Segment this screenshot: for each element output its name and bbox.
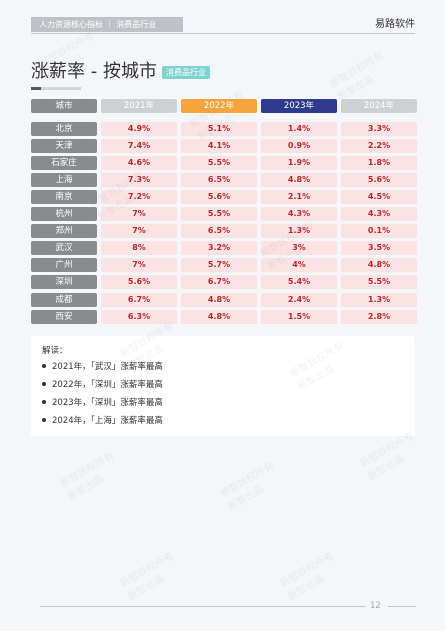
table-cell-rate: 5.5% xyxy=(181,207,257,221)
table-cell-rate: 4.3% xyxy=(341,207,417,221)
table-cell-rate: 3.2% xyxy=(181,241,257,255)
page-number: 12 xyxy=(370,601,381,611)
column-header-year: 2021年 xyxy=(101,99,177,113)
watermark-stamp: 新智妖权所有 新智出品 xyxy=(327,47,394,103)
table-cell-rate: 4.8% xyxy=(181,310,257,324)
table-cell-rate: 6.7% xyxy=(101,293,177,307)
table-row-city: 西安 xyxy=(31,310,97,324)
interpretation-title: 解读： xyxy=(42,346,68,356)
brand-name: 易路软件 xyxy=(375,19,415,30)
table-row-city: 杭州 xyxy=(31,207,97,221)
table-cell-rate: 4.8% xyxy=(261,173,337,187)
interpretation-text: 2024年，「上海」涨薪率最高 xyxy=(52,416,163,426)
title-underline xyxy=(31,87,81,90)
bullet-icon xyxy=(42,381,46,386)
table-cell-rate: 7% xyxy=(101,258,177,272)
table-cell-rate: 0.9% xyxy=(261,139,337,153)
table-row-city: 深圳 xyxy=(31,275,97,289)
interpretation-item: 2021年，「武汉」涨薪率最高 xyxy=(42,360,163,374)
interpretation-text: 2023年，「深圳」涨薪率最高 xyxy=(52,398,163,408)
table-cell-rate: 5.5% xyxy=(181,156,257,170)
industry-badge: 消费品行业 xyxy=(162,66,210,79)
table-cell-rate: 2.1% xyxy=(261,190,337,204)
table-cell-rate: 1.8% xyxy=(341,156,417,170)
table-row-city: 成都 xyxy=(31,293,97,307)
table-cell-rate: 6.5% xyxy=(181,173,257,187)
table-cell-rate: 3.5% xyxy=(341,241,417,255)
table-row-city: 广州 xyxy=(31,258,97,272)
table-cell-rate: 7% xyxy=(101,224,177,238)
table-cell-rate: 1.3% xyxy=(261,224,337,238)
table-cell-rate: 4.8% xyxy=(181,293,257,307)
footer-divider-left xyxy=(40,606,366,607)
table-cell-rate: 7.2% xyxy=(101,190,177,204)
column-header-year: 2024年 xyxy=(341,99,417,113)
table-cell-rate: 7% xyxy=(101,207,177,221)
watermark-stamp: 新智妖权所有 新智出品 xyxy=(217,457,284,513)
table-row-city: 石家庄 xyxy=(31,156,97,170)
table-cell-rate: 6.3% xyxy=(101,310,177,324)
table-row-city: 武汉 xyxy=(31,241,97,255)
table-cell-rate: 4% xyxy=(261,258,337,272)
table-cell-rate: 8% xyxy=(101,241,177,255)
column-header-year: 2023年 xyxy=(261,99,337,113)
table-row-city: 郑州 xyxy=(31,224,97,238)
table-cell-rate: 5.6% xyxy=(181,190,257,204)
table-cell-rate: 5.1% xyxy=(181,122,257,136)
table-cell-rate: 4.3% xyxy=(261,207,337,221)
table-cell-rate: 5.4% xyxy=(261,275,337,289)
header-divider xyxy=(31,33,415,34)
interpretation-text: 2022年，「深圳」涨薪率最高 xyxy=(52,380,163,390)
table-cell-rate: 2.4% xyxy=(261,293,337,307)
table-cell-rate: 5.6% xyxy=(101,275,177,289)
column-header-city: 城市 xyxy=(31,99,97,113)
table-cell-rate: 3.3% xyxy=(341,122,417,136)
table-cell-rate: 7.3% xyxy=(101,173,177,187)
table-cell-rate: 1.3% xyxy=(341,293,417,307)
bullet-icon xyxy=(42,399,46,404)
table-cell-rate: 0.1% xyxy=(341,224,417,238)
title-underline-accent xyxy=(31,87,41,90)
table-row-city: 上海 xyxy=(31,173,97,187)
table-cell-rate: 1.5% xyxy=(261,310,337,324)
page-title: 涨薪率 - 按城市 xyxy=(31,61,157,82)
table-cell-rate: 4.6% xyxy=(101,156,177,170)
column-header-year: 2022年 xyxy=(181,99,257,113)
table-cell-rate: 4.8% xyxy=(341,258,417,272)
interpretation-panel: 解读： 2021年，「武汉」涨薪率最高 2022年，「深圳」涨薪率最高 2023年，… xyxy=(31,336,415,436)
table-cell-rate: 6.5% xyxy=(181,224,257,238)
interpretation-item: 2023年，「深圳」涨薪率最高 xyxy=(42,396,163,410)
bullet-icon xyxy=(42,417,46,422)
interpretation-text: 2021年，「武汉」涨薪率最高 xyxy=(52,362,163,372)
interpretation-item: 2024年，「上海」涨薪率最高 xyxy=(42,414,163,428)
table-cell-rate: 5.7% xyxy=(181,258,257,272)
table-cell-rate: 2.2% xyxy=(341,139,417,153)
table-cell-rate: 6.7% xyxy=(181,275,257,289)
header-category-tag: 人力资源核心指标 ｜ 消费品行业 xyxy=(31,17,183,32)
table-cell-rate: 1.9% xyxy=(261,156,337,170)
table-cell-rate: 7.4% xyxy=(101,139,177,153)
table-row-city: 天津 xyxy=(31,139,97,153)
watermark-stamp: 新智妖权所有 新智出品 xyxy=(57,447,124,503)
table-cell-rate: 5.5% xyxy=(341,275,417,289)
interpretation-item: 2022年，「深圳」涨薪率最高 xyxy=(42,378,163,392)
table-cell-rate: 4.1% xyxy=(181,139,257,153)
table-cell-rate: 4.5% xyxy=(341,190,417,204)
bullet-icon xyxy=(42,363,46,368)
footer-divider-right xyxy=(388,606,416,607)
watermark-stamp: 新智妖权所有 新智出品 xyxy=(117,547,184,603)
table-cell-rate: 3% xyxy=(261,241,337,255)
table-row-city: 南京 xyxy=(31,190,97,204)
table-cell-rate: 1.4% xyxy=(261,122,337,136)
watermark-stamp: 新智妖权所有 新智出品 xyxy=(277,547,344,603)
table-cell-rate: 4.9% xyxy=(101,122,177,136)
table-cell-rate: 2.8% xyxy=(341,310,417,324)
table-row-city: 北京 xyxy=(31,122,97,136)
table-cell-rate: 5.6% xyxy=(341,173,417,187)
